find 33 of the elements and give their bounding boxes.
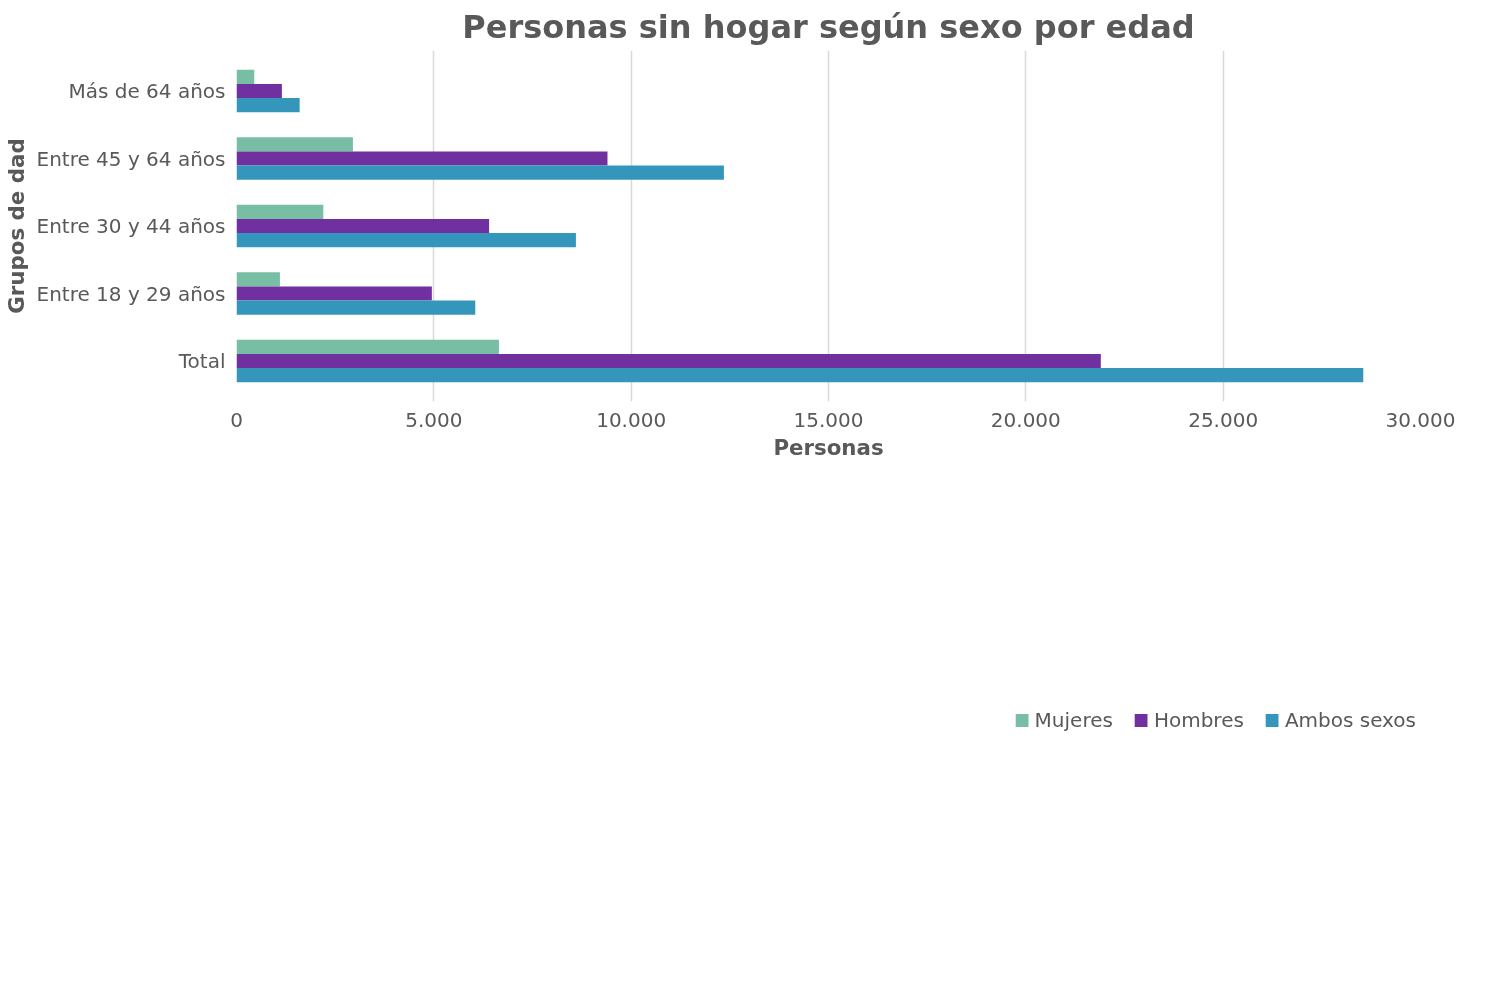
bar (236, 83, 282, 99)
bar (236, 165, 724, 180)
bar (236, 272, 280, 287)
chart-title: Personas sin hogar según sexo por edad (462, 7, 1195, 46)
x-tick-label: 0 (230, 407, 243, 432)
bar (236, 368, 1364, 383)
x-tick-label: 30.000 (1385, 407, 1456, 432)
y-tick-label: Entre 30 y 44 años (36, 214, 226, 238)
bar (236, 353, 1101, 369)
x-tick-label: 25.000 (1188, 407, 1259, 432)
bar (236, 300, 476, 315)
bar (236, 137, 353, 152)
bar (236, 204, 324, 219)
bar (236, 151, 608, 166)
y-tick-label: Entre 18 y 29 años (36, 281, 226, 306)
y-tick-label: Entre 45 y 64 años (36, 146, 226, 171)
legend-label: Ambos sexos (1284, 708, 1416, 732)
y-tick-label: Total (177, 349, 226, 373)
x-tick-label: 10.000 (596, 407, 667, 432)
x-axis-title: Personas (773, 434, 884, 460)
x-tick-label: 15.000 (793, 407, 864, 432)
x-tick-label: 5.000 (405, 407, 463, 432)
y-tick-label: Más de 64 años (68, 79, 226, 103)
bar (236, 233, 576, 248)
bar (236, 69, 255, 84)
legend-label: Hombres (1153, 708, 1244, 732)
legend-label: Mujeres (1034, 708, 1113, 732)
bar (236, 218, 490, 234)
bar (236, 286, 432, 301)
x-tick-label: 20.000 (990, 407, 1061, 432)
bar (236, 98, 300, 113)
bar (236, 339, 499, 354)
y-axis-title: Grupos de dad (3, 138, 29, 314)
